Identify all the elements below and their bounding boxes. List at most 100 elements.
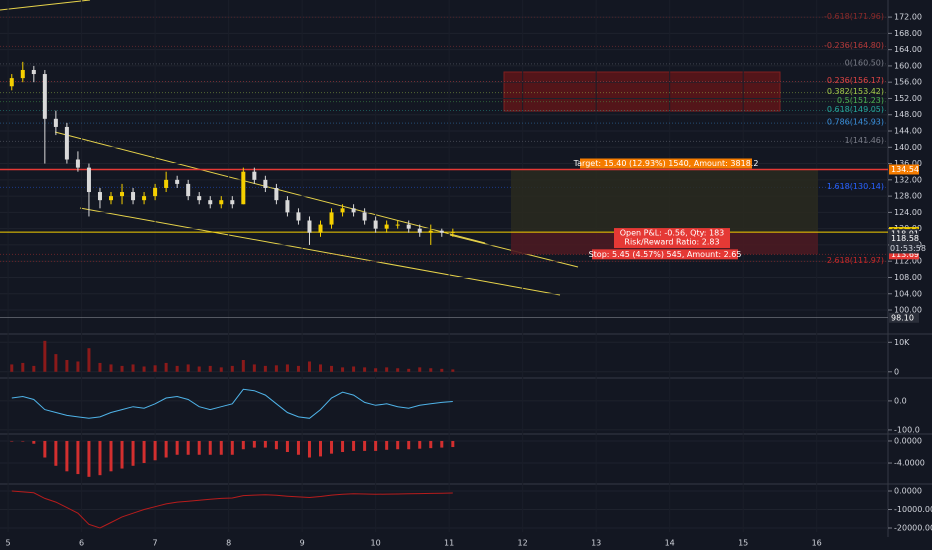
indicator-bar: [43, 340, 47, 372]
candle-body: [439, 230, 444, 233]
y-tick-label: -10000.0000: [894, 505, 932, 514]
candle-body: [86, 167, 91, 193]
indicator-bar: [109, 440, 113, 472]
indicator-bar: [43, 440, 47, 458]
y-tick-label: 140.00: [894, 143, 922, 152]
y-tick-label: -4.0000: [894, 459, 925, 468]
indicator-bar: [296, 365, 300, 372]
candle-body: [75, 159, 80, 168]
indicator-line: [11, 388, 453, 419]
candle-body: [329, 212, 334, 225]
trend-line: [0, 0, 91, 11]
candle-body: [109, 196, 113, 201]
indicator-bar: [440, 368, 444, 372]
indicator-bar: [87, 440, 91, 477]
indicator-bar: [374, 368, 378, 372]
indicator-bar: [352, 440, 356, 451]
y-tick-label: 124.00: [894, 208, 922, 217]
indicator-bar: [307, 361, 311, 372]
indicator-bar: [54, 440, 58, 466]
y-tick-label: 164.00: [894, 45, 922, 54]
candle-body: [362, 212, 367, 221]
x-tick-label: 16: [812, 539, 822, 548]
fib-label: 0.5(151.23): [837, 96, 884, 105]
fib-label: 1(141.46): [845, 136, 884, 145]
price-tag-label: 134.54: [891, 165, 919, 174]
indicator-bar: [407, 368, 411, 372]
target-label: Target: 15.40 (12.93%) 1540, Amount: 381…: [573, 159, 759, 168]
candle-body: [340, 208, 345, 213]
indicator-bar: [385, 440, 389, 450]
y-tick-label: 0.0: [894, 396, 907, 405]
candle-body: [97, 192, 102, 201]
indicator-bar: [319, 364, 323, 372]
indicator-bar: [142, 366, 146, 372]
indicator-bar: [274, 440, 278, 450]
y-tick-label: 104.00: [894, 289, 922, 298]
candle-body: [219, 200, 224, 205]
y-tick-label: 10K: [894, 338, 910, 347]
candle-body: [351, 208, 356, 213]
indicator-bar: [10, 364, 14, 372]
indicator-bar: [109, 364, 113, 372]
indicator-bar: [341, 367, 345, 372]
x-tick-label: 12: [518, 539, 528, 548]
y-tick-label: 148.00: [894, 110, 922, 119]
indicator-bar: [175, 365, 179, 372]
indicator-bar: [319, 440, 323, 457]
fib-label: 0(160.50): [845, 58, 884, 67]
indicator-bar: [197, 440, 201, 455]
candle-body: [384, 224, 389, 229]
indicator-bar: [285, 364, 289, 372]
indicator-bar: [219, 367, 223, 372]
indicator-bar: [98, 440, 102, 476]
rr-label: Risk/Reward Ratio: 2.83: [624, 238, 719, 247]
candle-body: [142, 196, 147, 201]
candle-body: [241, 171, 246, 205]
indicator-bar: [429, 368, 433, 372]
candle-body: [42, 74, 47, 119]
indicator-bar: [32, 440, 36, 444]
indicator-bar: [374, 440, 378, 451]
channel-top: [54, 131, 486, 244]
indicator-bar: [10, 440, 14, 442]
candle-body: [307, 220, 312, 233]
indicator-bar: [418, 367, 422, 372]
indicator-bar: [21, 362, 25, 372]
y-tick-label: 128.00: [894, 192, 922, 201]
indicator-bar: [175, 440, 179, 455]
indicator-bar: [363, 367, 367, 372]
candle-body: [428, 230, 433, 233]
indicator-bar: [219, 440, 223, 455]
x-tick-label: 7: [153, 539, 158, 548]
candle-body: [417, 228, 422, 233]
indicator-bar: [440, 440, 444, 448]
x-tick-label: 8: [226, 539, 231, 548]
candle-body: [64, 126, 69, 160]
fib-label: 0.382(153.42): [827, 87, 884, 96]
x-tick-label: 5: [6, 539, 11, 548]
candle-body: [20, 69, 25, 79]
indicator-bar: [76, 440, 80, 475]
y-tick-label: 172.00: [894, 13, 922, 22]
candle-body: [318, 224, 323, 233]
candle-body: [197, 196, 202, 201]
candle-body: [373, 220, 378, 229]
x-tick-label: 11: [444, 539, 454, 548]
price-tag: [889, 164, 919, 175]
candle-body: [164, 179, 169, 188]
indicator-bar: [208, 440, 212, 455]
indicator-bar: [21, 440, 25, 442]
target-zone: [511, 169, 818, 233]
y-tick-label: -20000.0000: [894, 524, 932, 533]
y-tick-label: 108.00: [894, 273, 922, 282]
price-tag-label: 118.58: [891, 234, 919, 243]
indicator-bar: [341, 440, 345, 452]
candle-body: [153, 187, 158, 197]
indicator-bar: [164, 440, 168, 458]
indicator-bar: [120, 365, 124, 372]
indicator-bar: [186, 364, 190, 372]
fib-label: -0.236(164.80): [824, 41, 884, 50]
price-tag: [889, 249, 919, 260]
